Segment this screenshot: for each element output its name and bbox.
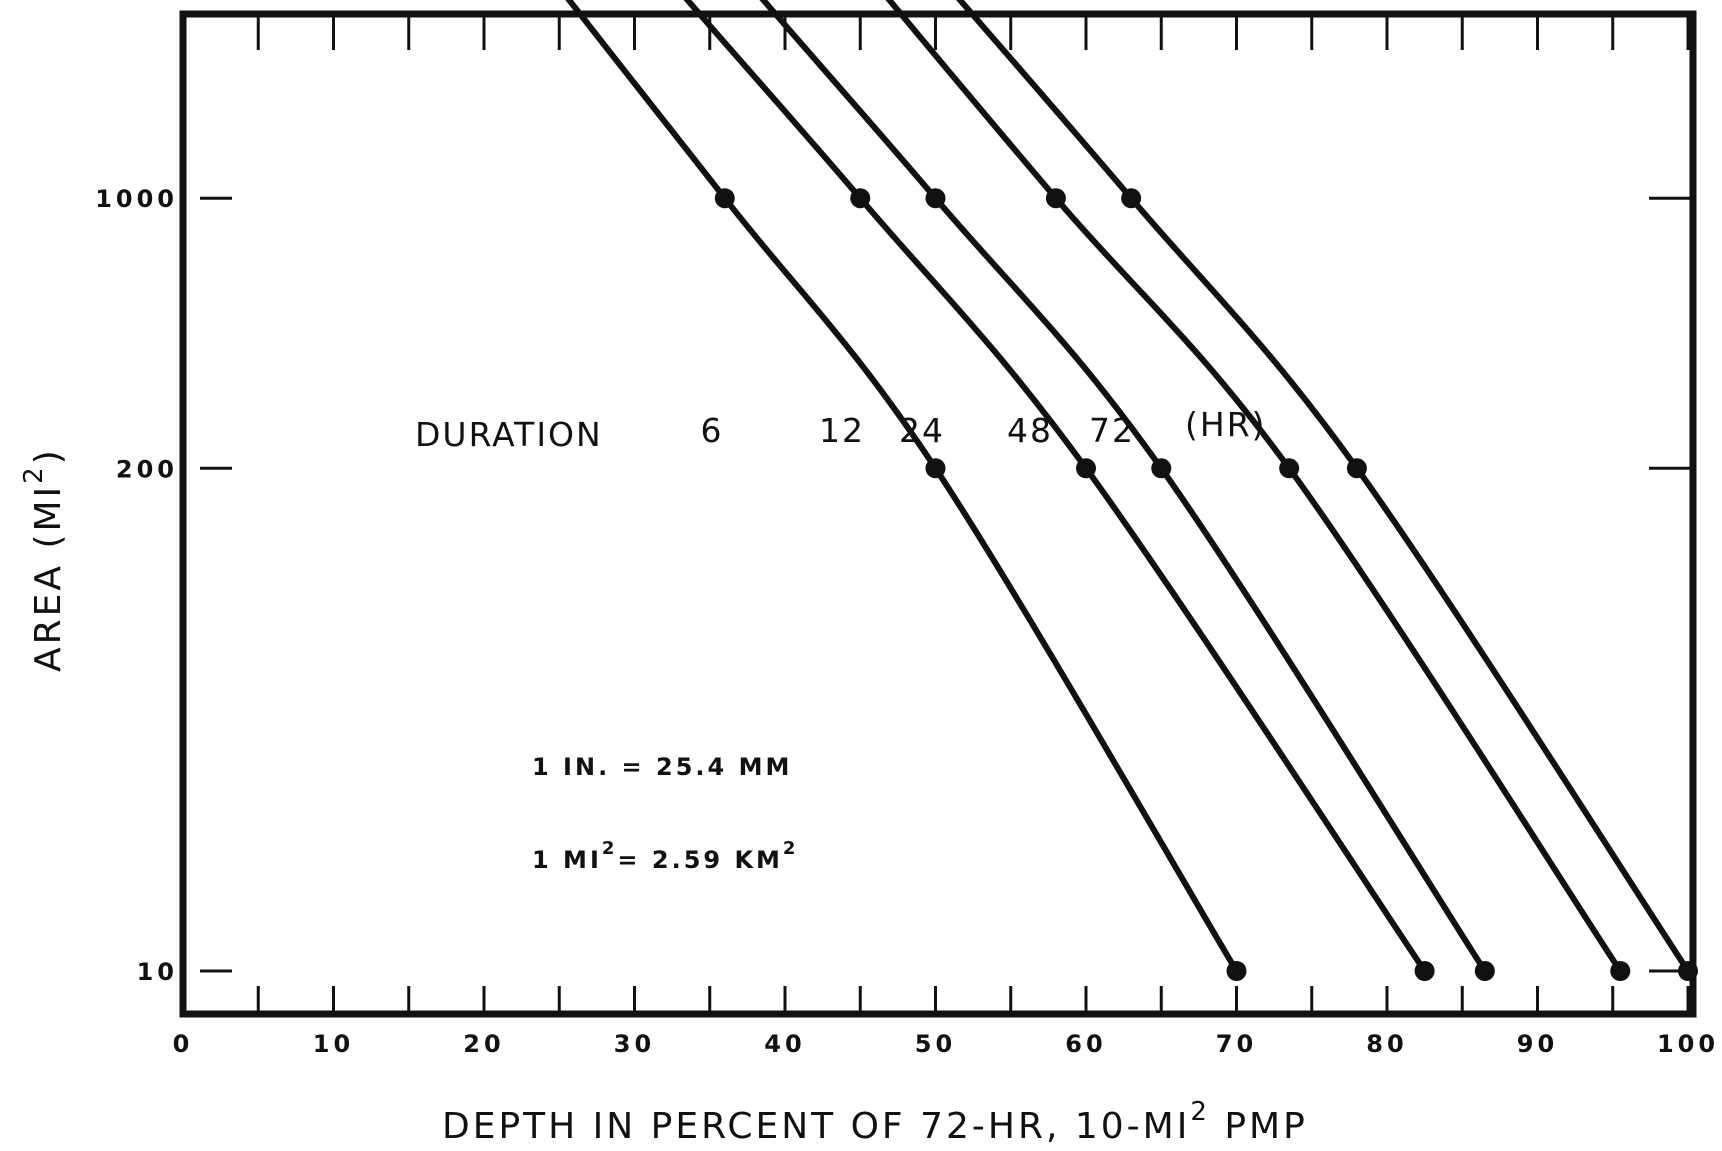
series-line-24hr <box>759 0 1488 974</box>
series-curves <box>565 0 1691 974</box>
y-tick-label: 10 <box>137 958 178 986</box>
data-point-24hr <box>1474 961 1495 981</box>
legend-label-48hr: 48 <box>1007 411 1053 450</box>
legend-label-24hr: 24 <box>899 411 945 450</box>
series-line-12hr <box>683 0 1428 974</box>
y-axis-title-sup: 2 <box>19 464 49 484</box>
legend-unit: (HR) <box>1185 405 1267 444</box>
data-point-48hr <box>1045 188 1066 209</box>
conversion-notes: 1 IN. = 25.4 MM 1 MI2= 2.59 KM2 <box>532 753 798 874</box>
series-points <box>714 188 1698 981</box>
y-axis-title-suffix: ) <box>28 447 69 464</box>
note-area-left-sup: 2 <box>602 838 618 859</box>
y-axis-title: AREA (MI2) <box>19 447 69 672</box>
x-axis-title: DEPTH IN PERCENT OF 72-HR, 10-MI2 PMP <box>442 1097 1308 1147</box>
data-point-48hr <box>1279 458 1300 479</box>
x-tick-labels: 0 10 20 30 40 50 60 70 80 90 100 <box>173 1030 1719 1058</box>
y-axis-title-main: AREA (MI <box>28 484 69 672</box>
data-point-6hr <box>1226 961 1247 981</box>
x-axis-title-sup: 2 <box>1190 1097 1210 1127</box>
note-area-right: = 2.59 KM <box>617 846 783 874</box>
x-tick-label: 30 <box>614 1030 655 1058</box>
data-point-6hr <box>925 458 946 479</box>
data-point-72hr <box>1346 458 1367 479</box>
plot-frame <box>179 10 1697 1018</box>
x-tick-label: 20 <box>463 1030 504 1058</box>
legend-series-labels: 6 12 24 48 72 <box>701 411 1135 450</box>
data-point-72hr <box>1678 961 1698 981</box>
x-tick-label: 10 <box>313 1030 354 1058</box>
note-area-conversion: 1 MI2= 2.59 KM2 <box>532 838 798 874</box>
x-tick-label: 50 <box>915 1030 956 1058</box>
series-line-6hr <box>565 0 1240 974</box>
data-point-12hr <box>850 188 871 209</box>
x-tick-label: 70 <box>1216 1030 1257 1058</box>
x-axis-title-suffix: PMP <box>1210 1106 1308 1147</box>
data-point-24hr <box>1151 458 1172 479</box>
data-point-6hr <box>714 188 735 209</box>
x-tick-label: 40 <box>764 1030 805 1058</box>
legend-label-6hr: 6 <box>701 411 724 450</box>
legend-title: DURATION <box>415 415 603 454</box>
y-tick-label: 1000 <box>95 185 178 213</box>
x-tick-label: 90 <box>1517 1030 1558 1058</box>
x-tick-label: 60 <box>1065 1030 1106 1058</box>
legend-label-72hr: 72 <box>1089 411 1135 450</box>
series-line-48hr <box>885 0 1624 974</box>
series-line-72hr <box>956 0 1691 974</box>
legend-label-12hr: 12 <box>819 411 865 450</box>
note-area-right-sup: 2 <box>783 838 799 859</box>
x-tick-label: 100 <box>1657 1030 1719 1058</box>
data-point-72hr <box>1121 188 1142 209</box>
data-point-24hr <box>925 188 946 209</box>
data-point-48hr <box>1610 961 1631 981</box>
x-tick-label: 0 <box>173 1030 194 1058</box>
axis-ticks <box>181 14 1693 1014</box>
duration-legend: DURATION 6 12 24 48 72 (HR) <box>415 405 1267 454</box>
x-axis-title-main: DEPTH IN PERCENT OF 72-HR, 10-MI <box>442 1106 1190 1147</box>
x-tick-label: 80 <box>1366 1030 1407 1058</box>
y-tick-labels: 5000020000100005000100020010 <box>95 185 178 986</box>
data-point-12hr <box>1076 458 1096 479</box>
note-inch-mm: 1 IN. = 25.4 MM <box>532 753 792 781</box>
note-area-left: 1 MI <box>532 846 602 874</box>
y-tick-label: 200 <box>116 455 178 483</box>
data-point-12hr <box>1414 961 1435 981</box>
